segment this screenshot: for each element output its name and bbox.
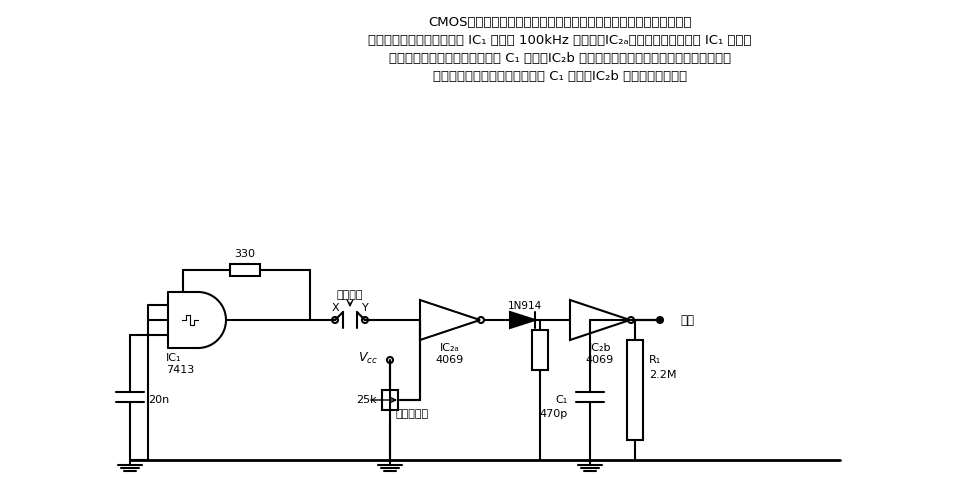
Text: 1N914: 1N914 — [508, 301, 542, 311]
Text: $V_{cc}$: $V_{cc}$ — [358, 351, 378, 366]
Text: 4069: 4069 — [435, 355, 464, 365]
Bar — [382, 390, 398, 410]
Bar — [230, 264, 260, 276]
Bar — [532, 330, 548, 370]
Text: 2.2M: 2.2M — [649, 370, 676, 380]
Text: IC₂b: IC₂b — [588, 343, 611, 353]
Text: 25k: 25k — [356, 395, 377, 405]
Text: IC₂ₐ: IC₂ₐ — [440, 343, 460, 353]
Text: 器输出的信号被严重衰减，于是 C₁ 放电、IC₂b 的输出状态改变。: 器输出的信号被严重衰减，于是 C₁ 放电、IC₂b 的输出状态改变。 — [433, 70, 687, 82]
Bar — [627, 340, 643, 440]
Text: C₁: C₁ — [556, 395, 568, 405]
Text: 20n: 20n — [148, 395, 169, 405]
Text: IC₁: IC₁ — [166, 353, 181, 363]
Text: 输出: 输出 — [680, 313, 694, 327]
Text: R₁: R₁ — [649, 355, 661, 365]
Text: 供电的电路。施密特触发器 IC₁ 被接成 100kHz 振荡器，IC₂ₐ（工作在线性区）将 IC₁ 输出的: 供电的电路。施密特触发器 IC₁ 被接成 100kHz 振荡器，IC₂ₐ（工作在… — [369, 33, 752, 47]
Circle shape — [657, 317, 663, 323]
Text: 信号进行放大，并通过二极管给 C₁ 充电。IC₂b 接成电平检测器。有人触摸触摸板时，振荡: 信号进行放大，并通过二极管给 C₁ 充电。IC₂b 接成电平检测器。有人触摸触摸… — [389, 52, 732, 64]
Text: 灵敏度调节: 灵敏度调节 — [395, 409, 428, 419]
Text: 触摸这里: 触摸这里 — [337, 290, 363, 300]
Text: 7413: 7413 — [166, 365, 194, 375]
Polygon shape — [510, 312, 535, 328]
Text: 4069: 4069 — [585, 355, 614, 365]
Text: 330: 330 — [235, 249, 256, 259]
Text: X: X — [331, 303, 339, 313]
Text: Y: Y — [362, 303, 369, 313]
Text: CMOS触摸开关电路。该电路没有依赖交流噪声工作，可以控制由电池: CMOS触摸开关电路。该电路没有依赖交流噪声工作，可以控制由电池 — [428, 16, 691, 28]
Text: 470p: 470p — [540, 409, 568, 419]
